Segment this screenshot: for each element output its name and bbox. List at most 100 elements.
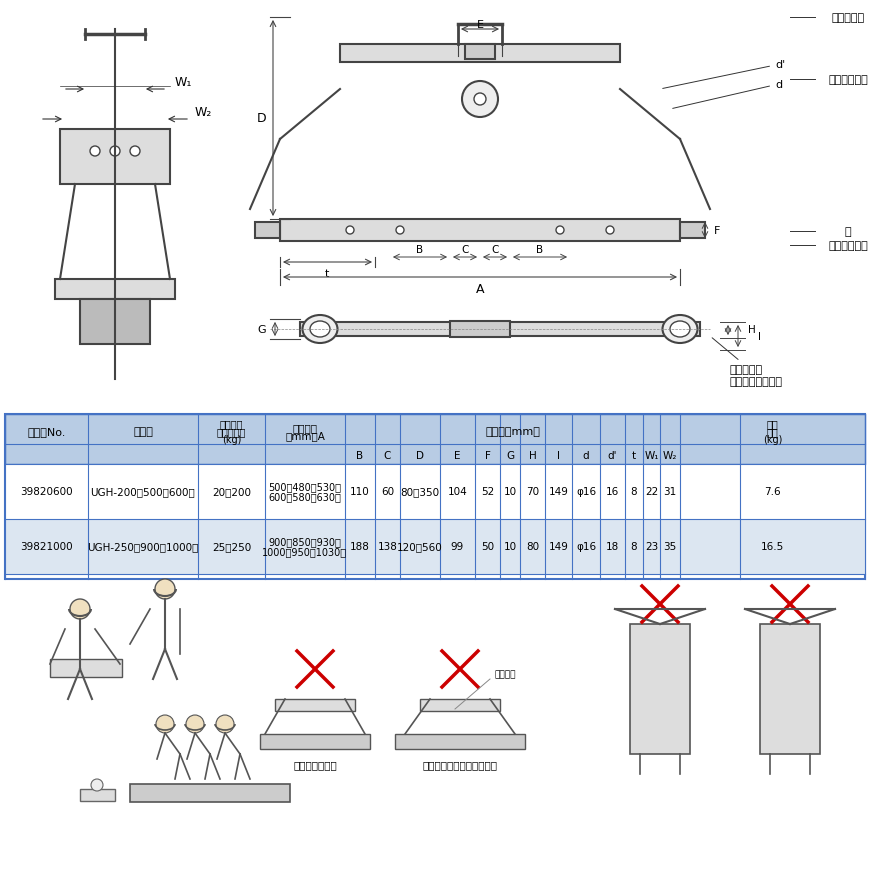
Text: 18: 18 — [605, 541, 619, 551]
Circle shape — [395, 227, 403, 235]
Text: 10: 10 — [503, 487, 516, 496]
Text: アームピン
（開口調整ピン）: アームピン （開口調整ピン） — [712, 338, 782, 386]
Text: 70: 70 — [526, 487, 539, 496]
Bar — [5, 464, 864, 520]
Text: （mm）A: （mm）A — [285, 430, 324, 441]
Text: 7.6: 7.6 — [763, 487, 779, 496]
Text: 8: 8 — [630, 541, 637, 551]
Circle shape — [156, 715, 174, 733]
Text: C: C — [461, 245, 468, 255]
Text: φ16: φ16 — [575, 487, 595, 496]
Text: アーム取っ手: アーム取っ手 — [827, 75, 867, 85]
Ellipse shape — [669, 322, 689, 338]
Bar — [55, 280, 175, 300]
Text: D: D — [257, 112, 267, 125]
Text: 片側にならない: 片側にならない — [293, 760, 336, 769]
Text: E: E — [454, 450, 461, 461]
Bar — [60, 129, 169, 185]
Text: 900（850～930）: 900（850～930） — [269, 536, 341, 547]
Bar — [5, 520, 864, 574]
Text: 52: 52 — [481, 487, 494, 496]
Text: d': d' — [607, 450, 616, 461]
Text: I: I — [556, 450, 560, 461]
Text: 104: 104 — [448, 487, 467, 496]
Text: 最小～最大: 最小～最大 — [216, 427, 246, 436]
Text: 16.5: 16.5 — [760, 541, 783, 551]
Text: 39820600: 39820600 — [20, 487, 73, 496]
Text: 99: 99 — [450, 541, 463, 551]
Text: B: B — [356, 450, 363, 461]
Text: (kg): (kg) — [762, 434, 781, 444]
Circle shape — [91, 779, 103, 791]
Text: 60: 60 — [381, 487, 394, 496]
Text: すき過ぎ: すき過ぎ — [494, 670, 515, 679]
Text: 149: 149 — [548, 487, 567, 496]
Text: 寸　法（mm）: 寸 法（mm） — [485, 427, 540, 436]
Text: 10: 10 — [503, 541, 516, 551]
Text: 149: 149 — [548, 541, 567, 551]
Bar — [395, 734, 524, 749]
Text: 80～350: 80～350 — [400, 487, 439, 496]
Text: d: d — [672, 80, 781, 109]
Text: 先端で荷物をつかまない。: 先端で荷物をつかまない。 — [422, 760, 497, 769]
Text: UGH-250（900・1000）: UGH-250（900・1000） — [87, 541, 198, 551]
Text: t: t — [631, 450, 635, 461]
Text: F: F — [713, 226, 720, 235]
Text: d: d — [582, 450, 588, 461]
Text: W₂: W₂ — [662, 450, 676, 461]
Circle shape — [216, 715, 234, 733]
Text: 138: 138 — [377, 541, 397, 551]
Text: B: B — [536, 245, 543, 255]
Text: B: B — [416, 245, 423, 255]
Text: W₁: W₁ — [644, 450, 658, 461]
Text: t: t — [324, 269, 328, 279]
Bar — [420, 700, 500, 711]
Text: 使用荷重: 使用荷重 — [220, 419, 243, 428]
Bar — [629, 624, 689, 754]
Text: 23: 23 — [644, 541, 657, 551]
Text: (kg): (kg) — [222, 434, 241, 444]
Text: 16: 16 — [605, 487, 619, 496]
Bar — [80, 789, 115, 801]
Circle shape — [155, 580, 175, 600]
Text: d': d' — [662, 60, 785, 90]
Bar — [280, 220, 680, 242]
Circle shape — [474, 94, 486, 106]
Text: 80: 80 — [526, 541, 539, 551]
Circle shape — [555, 227, 563, 235]
Text: C: C — [383, 450, 391, 461]
Text: H: H — [747, 325, 755, 335]
Text: 爪: 爪 — [844, 227, 851, 236]
Text: D: D — [415, 450, 423, 461]
Text: UGH-200（500・600）: UGH-200（500・600） — [90, 487, 196, 496]
Bar — [760, 624, 819, 754]
Text: φ16: φ16 — [575, 541, 595, 551]
Circle shape — [606, 227, 614, 235]
Text: C: C — [491, 245, 498, 255]
Text: 製品: 製品 — [766, 419, 778, 428]
Text: 22: 22 — [644, 487, 657, 496]
Bar — [80, 300, 149, 345]
Text: A: A — [475, 283, 484, 296]
Bar — [275, 700, 355, 711]
Bar — [449, 322, 509, 338]
Text: 50: 50 — [481, 541, 494, 551]
Bar — [5, 415, 864, 580]
Text: 500（480～530）: 500（480～530） — [269, 481, 342, 492]
Bar — [50, 660, 122, 677]
Circle shape — [186, 715, 203, 733]
Text: 35: 35 — [662, 541, 676, 551]
Bar — [680, 222, 704, 239]
Bar — [300, 322, 700, 336]
Text: 110: 110 — [349, 487, 369, 496]
Text: G: G — [257, 325, 266, 335]
Bar — [255, 222, 280, 239]
Bar — [340, 45, 620, 63]
Text: F: F — [484, 450, 490, 461]
Ellipse shape — [302, 315, 337, 343]
Text: W₁: W₁ — [174, 76, 191, 89]
Text: 1000（950～1030）: 1000（950～1030） — [262, 547, 347, 556]
Text: 120～560: 120～560 — [396, 541, 442, 551]
Text: 31: 31 — [662, 487, 676, 496]
Text: W₂: W₂ — [194, 105, 211, 118]
